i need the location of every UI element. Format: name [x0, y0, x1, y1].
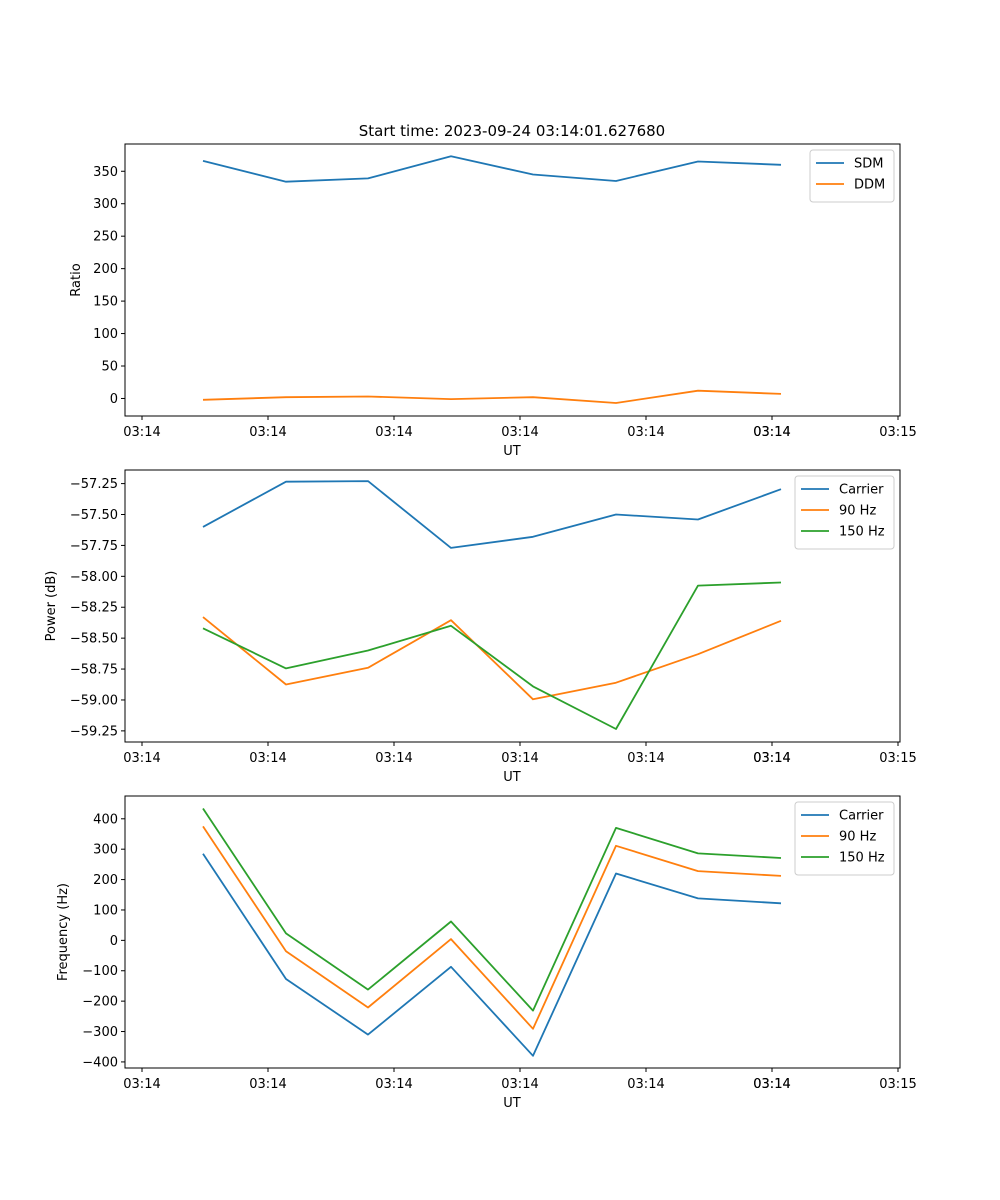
x-axis-label: UT [503, 444, 521, 459]
x-tick-label: 03:14 [753, 751, 790, 766]
x-tick-label: 03:15 [879, 425, 916, 440]
axes-frame [124, 795, 901, 1069]
legend-label: Carrier [839, 483, 884, 498]
x-tick-label: 03:14 [501, 425, 538, 440]
y-tick-label: −57.25 [70, 477, 118, 492]
y-tick-label: −58.75 [70, 663, 118, 678]
y-tick-label: −59.00 [70, 693, 118, 708]
x-tick-label: 03:14 [753, 425, 790, 440]
x-tick-label: 03:14 [627, 425, 664, 440]
axes-frame [124, 143, 901, 417]
x-tick-label: 03:14 [753, 425, 790, 440]
x-tick-label: 03:14 [249, 425, 286, 440]
legend-label: DDM [854, 178, 885, 193]
y-tick-label: 0 [110, 392, 118, 407]
y-tick-label: 300 [93, 197, 118, 212]
y-tick-label: 50 [101, 360, 118, 375]
y-tick-label: 200 [93, 262, 118, 277]
series-line-90-hz [202, 616, 782, 701]
y-tick-label: −58.00 [70, 570, 118, 585]
series-line-150-hz [202, 581, 782, 730]
y-tick-label: −200 [82, 995, 118, 1010]
y-tick-label: −300 [82, 1025, 118, 1040]
x-tick-label: 03:14 [123, 1077, 160, 1092]
y-axis-label: Power (dB) [44, 571, 59, 642]
axes-frame [124, 469, 901, 743]
x-tick-label: 03:14 [753, 1077, 790, 1092]
legend-label: 90 Hz [839, 504, 876, 519]
x-tick-label: 03:14 [249, 1077, 286, 1092]
legend-label: 150 Hz [839, 525, 885, 540]
x-tick-label: 03:14 [501, 1077, 538, 1092]
x-tick-label: 03:14 [375, 1077, 412, 1092]
legend: Carrier 90 Hz 150 Hz [794, 475, 895, 550]
y-tick-label: −59.25 [70, 724, 118, 739]
x-tick-label: 03:14 [501, 751, 538, 766]
legend-label: 150 Hz [839, 851, 885, 866]
x-tick-label: 03:14 [123, 425, 160, 440]
y-tick-label: 100 [93, 903, 118, 918]
legend: SDM DDM [809, 149, 895, 203]
x-tick-label: 03:14 [375, 751, 412, 766]
y-tick-label: −57.75 [70, 539, 118, 554]
series-line-ddm [202, 389, 782, 404]
plots-container: 03:14 03:14 03:14 03:14 03:14 03:14 03:14 03:15… [44, 143, 917, 1111]
series-line-90-hz [202, 825, 782, 1030]
series-line-carrier [202, 480, 782, 549]
x-tick-label: 03:14 [123, 751, 160, 766]
y-tick-label: 250 [93, 230, 118, 245]
chart-title: Start time: 2023-09-24 03:14:01.627680 [359, 122, 665, 140]
legend-label: Carrier [839, 809, 884, 824]
x-tick-label: 03:15 [879, 751, 916, 766]
y-axis-label: Ratio [69, 263, 84, 296]
x-axis-label: UT [503, 1096, 521, 1111]
y-tick-label: 350 [93, 165, 118, 180]
y-axis-label: Frequency (Hz) [56, 883, 71, 981]
x-tick-label: 03:14 [375, 425, 412, 440]
legend-label: 90 Hz [839, 830, 876, 845]
y-tick-label: 100 [93, 327, 118, 342]
x-tick-label: 03:14 [249, 751, 286, 766]
y-tick-label: 0 [110, 934, 118, 949]
y-tick-label: −400 [82, 1055, 118, 1070]
y-tick-label: 300 [93, 843, 118, 858]
y-tick-label: 200 [93, 873, 118, 888]
y-tick-label: −58.50 [70, 632, 118, 647]
x-tick-label: 03:14 [753, 1077, 790, 1092]
y-tick-label: 400 [93, 812, 118, 827]
legend-label: SDM [854, 157, 883, 172]
series-line-sdm [202, 155, 782, 183]
x-axis-label: UT [503, 770, 521, 785]
series-line-150-hz [202, 808, 782, 1012]
y-tick-label: 150 [93, 295, 118, 310]
x-tick-label: 03:14 [753, 751, 790, 766]
y-tick-label: −100 [82, 964, 118, 979]
series-line-carrier [202, 853, 782, 1057]
y-tick-label: −57.50 [70, 508, 118, 523]
x-tick-label: 03:14 [627, 1077, 664, 1092]
x-tick-label: 03:15 [879, 1077, 916, 1092]
legend: Carrier 90 Hz 150 Hz [794, 801, 895, 876]
x-tick-label: 03:14 [627, 751, 664, 766]
y-tick-label: −58.25 [70, 601, 118, 616]
